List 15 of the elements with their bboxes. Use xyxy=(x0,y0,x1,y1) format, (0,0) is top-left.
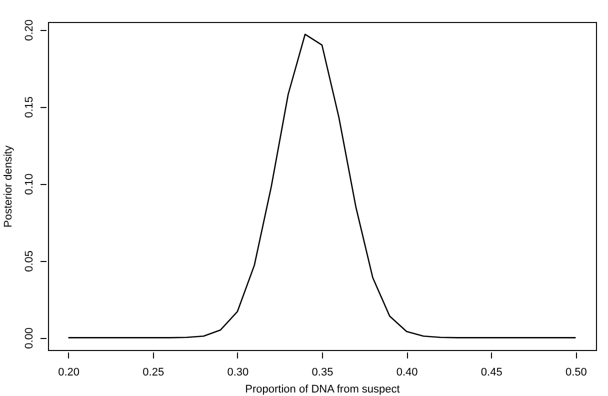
x-tick-label: 0.25 xyxy=(142,366,164,378)
x-tick-label: 0.35 xyxy=(312,366,334,378)
x-axis-title: Proportion of DNA from suspect xyxy=(245,384,400,396)
x-tick-label: 0.45 xyxy=(480,366,502,378)
y-tick-label: 0.20 xyxy=(24,19,36,41)
x-tick-label: 0.20 xyxy=(58,366,80,378)
y-tick-label: 0.15 xyxy=(24,96,36,118)
x-tick-label: 0.50 xyxy=(565,366,587,378)
y-tick-label: 0.10 xyxy=(24,173,36,195)
y-tick-label: 0.05 xyxy=(24,250,36,272)
y-axis-title: Posterior density xyxy=(2,145,14,228)
x-tick-label: 0.40 xyxy=(396,366,418,378)
y-tick-label: 0.00 xyxy=(24,327,36,349)
x-tick-label: 0.30 xyxy=(227,366,249,378)
line-series xyxy=(68,34,576,338)
